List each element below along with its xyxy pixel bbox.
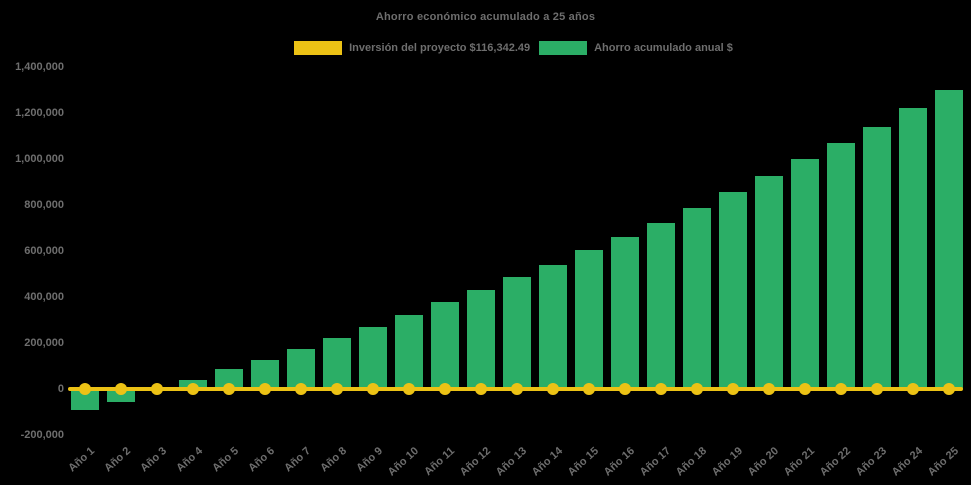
y-tick-label: 1,200,000 xyxy=(15,107,64,119)
bar-año-24[interactable] xyxy=(899,108,927,389)
investment-line-marker[interactable] xyxy=(115,383,127,395)
plot-area xyxy=(68,67,963,435)
y-tick-label: 800,000 xyxy=(24,199,64,211)
y-tick-label: 200,000 xyxy=(24,337,64,349)
investment-line-marker[interactable] xyxy=(259,383,271,395)
bar-año-9[interactable] xyxy=(359,327,387,389)
bar-año-19[interactable] xyxy=(719,192,747,389)
chart-title: Ahorro económico acumulado a 25 años xyxy=(375,11,596,23)
y-tick-label: 600,000 xyxy=(24,245,64,257)
investment-line-marker[interactable] xyxy=(475,383,487,395)
investment-line-marker[interactable] xyxy=(295,383,307,395)
bar-año-14[interactable] xyxy=(539,264,567,389)
bar-año-5[interactable] xyxy=(215,369,243,389)
bar-año-21[interactable] xyxy=(791,159,819,389)
y-axis: -200,000 0 200,000 400,000 600,000 800,000 1,0… xyxy=(0,61,64,441)
investment-line-marker[interactable] xyxy=(439,383,451,395)
y-tick-label: 0 xyxy=(57,383,64,395)
bar-año-13[interactable] xyxy=(503,276,531,389)
investment-line-marker[interactable] xyxy=(511,383,523,395)
investment-line-marker[interactable] xyxy=(619,383,631,395)
investment-line-marker[interactable] xyxy=(79,383,91,395)
legend-item-savings[interactable]: Ahorro acumulado anual $ xyxy=(539,41,733,55)
investment-line-marker[interactable] xyxy=(655,383,667,395)
bar-año-10[interactable] xyxy=(395,315,423,389)
investment-line-marker[interactable] xyxy=(943,383,955,395)
investment-line-marker[interactable] xyxy=(547,383,559,395)
bar-año-11[interactable] xyxy=(431,302,459,389)
investment-line-marker[interactable] xyxy=(187,383,199,395)
investment-line-marker[interactable] xyxy=(727,383,739,395)
investment-line-marker[interactable] xyxy=(583,383,595,395)
bar-año-25[interactable] xyxy=(935,90,963,389)
bar-año-15[interactable] xyxy=(575,249,603,389)
legend: Inversión del proyecto $116,342.49 Ahorr… xyxy=(0,41,971,55)
investment-line-marker[interactable] xyxy=(799,383,811,395)
investment-line-marker[interactable] xyxy=(835,383,847,395)
bar-año-22[interactable] xyxy=(827,142,855,389)
y-tick-label: 400,000 xyxy=(24,291,64,303)
bar-año-17[interactable] xyxy=(647,222,675,389)
y-tick-label: -200,000 xyxy=(20,429,64,441)
legend-item-investment[interactable]: Inversión del proyecto $116,342.49 xyxy=(294,41,530,55)
investment-swatch-icon xyxy=(294,41,343,55)
investment-line-marker[interactable] xyxy=(151,383,163,395)
bar-año-8[interactable] xyxy=(323,338,351,389)
investment-line-marker[interactable] xyxy=(691,383,703,395)
bar-año-16[interactable] xyxy=(611,237,639,389)
x-tick-label: Año 1 xyxy=(66,445,98,475)
y-tick-label: 1,400,000 xyxy=(15,61,64,73)
investment-line-marker[interactable] xyxy=(331,383,343,395)
investment-line-marker[interactable] xyxy=(367,383,379,395)
investment-line-marker[interactable] xyxy=(871,383,883,395)
investment-line-marker[interactable] xyxy=(223,383,235,395)
y-tick-label: 1,000,000 xyxy=(15,153,64,165)
bar-año-7[interactable] xyxy=(287,348,315,389)
bar-año-18[interactable] xyxy=(683,207,711,389)
bar-año-1[interactable] xyxy=(71,389,99,410)
investment-line-marker[interactable] xyxy=(907,383,919,395)
bar-año-20[interactable] xyxy=(755,176,783,389)
investment-line-marker[interactable] xyxy=(403,383,415,395)
savings-swatch-icon xyxy=(539,41,588,55)
investment-line-marker[interactable] xyxy=(763,383,775,395)
x-axis: Año 1 Año 2 Año 3 Año 4 Año 5 Año 6 Año 7 Año 8… xyxy=(66,445,963,485)
bar-año-2[interactable] xyxy=(107,389,135,402)
legend-label-investment: Inversión del proyecto $116,342.49 xyxy=(349,42,531,54)
bar-año-12[interactable] xyxy=(467,290,495,389)
legend-label-savings: Ahorro acumulado anual $ xyxy=(594,42,733,54)
bar-año-23[interactable] xyxy=(863,126,891,389)
